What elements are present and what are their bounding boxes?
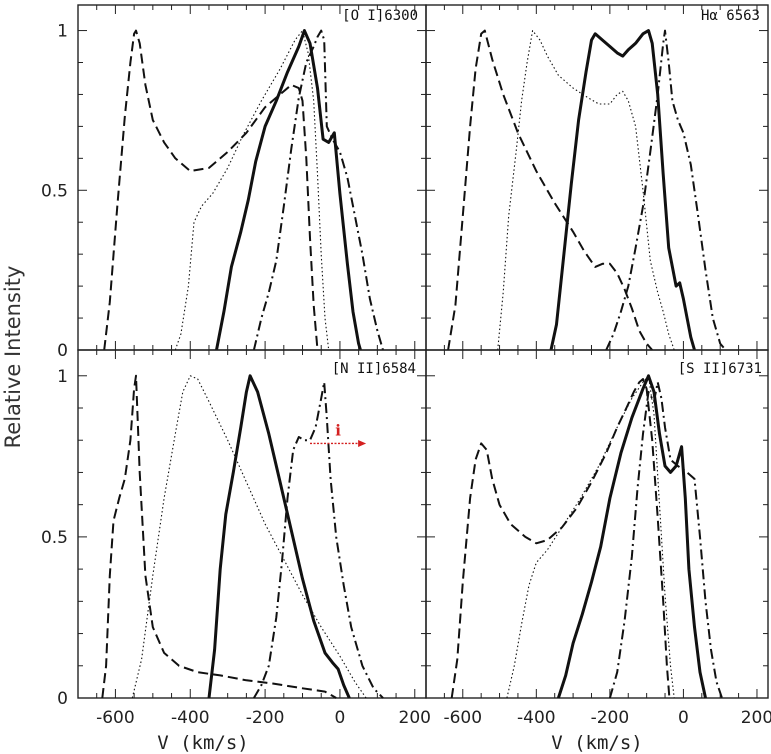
x-tick-labels: -600 -400 -200 0 200 -600 -400 -200 0 200 [96, 708, 771, 728]
annotation-arrow-head [358, 439, 367, 447]
x-tick-label: 200 [741, 708, 771, 728]
series-line-dotted [506, 375, 675, 699]
y-tick-label: 1 [57, 367, 68, 387]
panel-title: [N II]6584 [332, 361, 416, 377]
series-line-dashed [101, 374, 337, 699]
x-tick-label: -400 [517, 708, 556, 728]
series-line-dashed [447, 29, 653, 351]
x-tick-label: 0 [335, 708, 346, 728]
series-line-solid [215, 29, 362, 351]
series-line-dashed [450, 378, 671, 699]
y-tick-label: 0 [57, 689, 68, 709]
panel-oi: 0 0.5 1 [O I]6300 [41, 4, 427, 361]
panel-frame [425, 349, 769, 699]
panel-nii: 0 0.5 1 [N II]6584 i [41, 349, 427, 709]
x-axis-title-left: V (km/s) [157, 732, 249, 754]
panel-title: Hα 6563 [701, 8, 760, 24]
x-tick-label: -600 [96, 708, 135, 728]
panel-frame [77, 349, 427, 699]
panel-sii: [S II]6731 [425, 349, 769, 699]
y-tick-label: 0 [57, 341, 68, 361]
series-line-dash-dot [605, 29, 727, 351]
x-tick-label: -200 [246, 708, 285, 728]
series-line-dotted [497, 30, 675, 351]
annotation-label: i [335, 421, 341, 439]
series-line-dash-dot [253, 381, 384, 699]
x-tick-label: 0 [678, 708, 689, 728]
series-line-solid [549, 29, 696, 351]
panel-title: [S II]6731 [678, 361, 762, 377]
series-line-solid [556, 374, 707, 699]
x-tick-label: -400 [171, 708, 210, 728]
series-line-dash-dot [252, 29, 384, 351]
series-line-dotted [174, 30, 330, 351]
panel-ha: Hα 6563 [425, 4, 769, 351]
panels-layer: 0 0.5 1 [O I]6300 Hα 6563 0 0.5 1 [N II]6584 i [S … [41, 4, 769, 709]
x-tick-label: -200 [591, 708, 630, 728]
y-axis-title: Relative Intensity [1, 266, 25, 449]
x-axis-title-right: V (km/s) [551, 732, 643, 754]
series-line-dash-dot [608, 381, 723, 699]
series-line-dotted [131, 375, 367, 699]
series-line-solid [207, 374, 351, 699]
y-tick-label: 0.5 [41, 181, 68, 201]
y-tick-label: 0.5 [41, 528, 68, 548]
panel-title: [O I]6300 [342, 8, 418, 24]
x-tick-label: -600 [443, 708, 482, 728]
y-tick-label: 1 [57, 22, 68, 42]
series-line-dashed [103, 29, 319, 351]
x-tick-label: 200 [399, 708, 431, 728]
